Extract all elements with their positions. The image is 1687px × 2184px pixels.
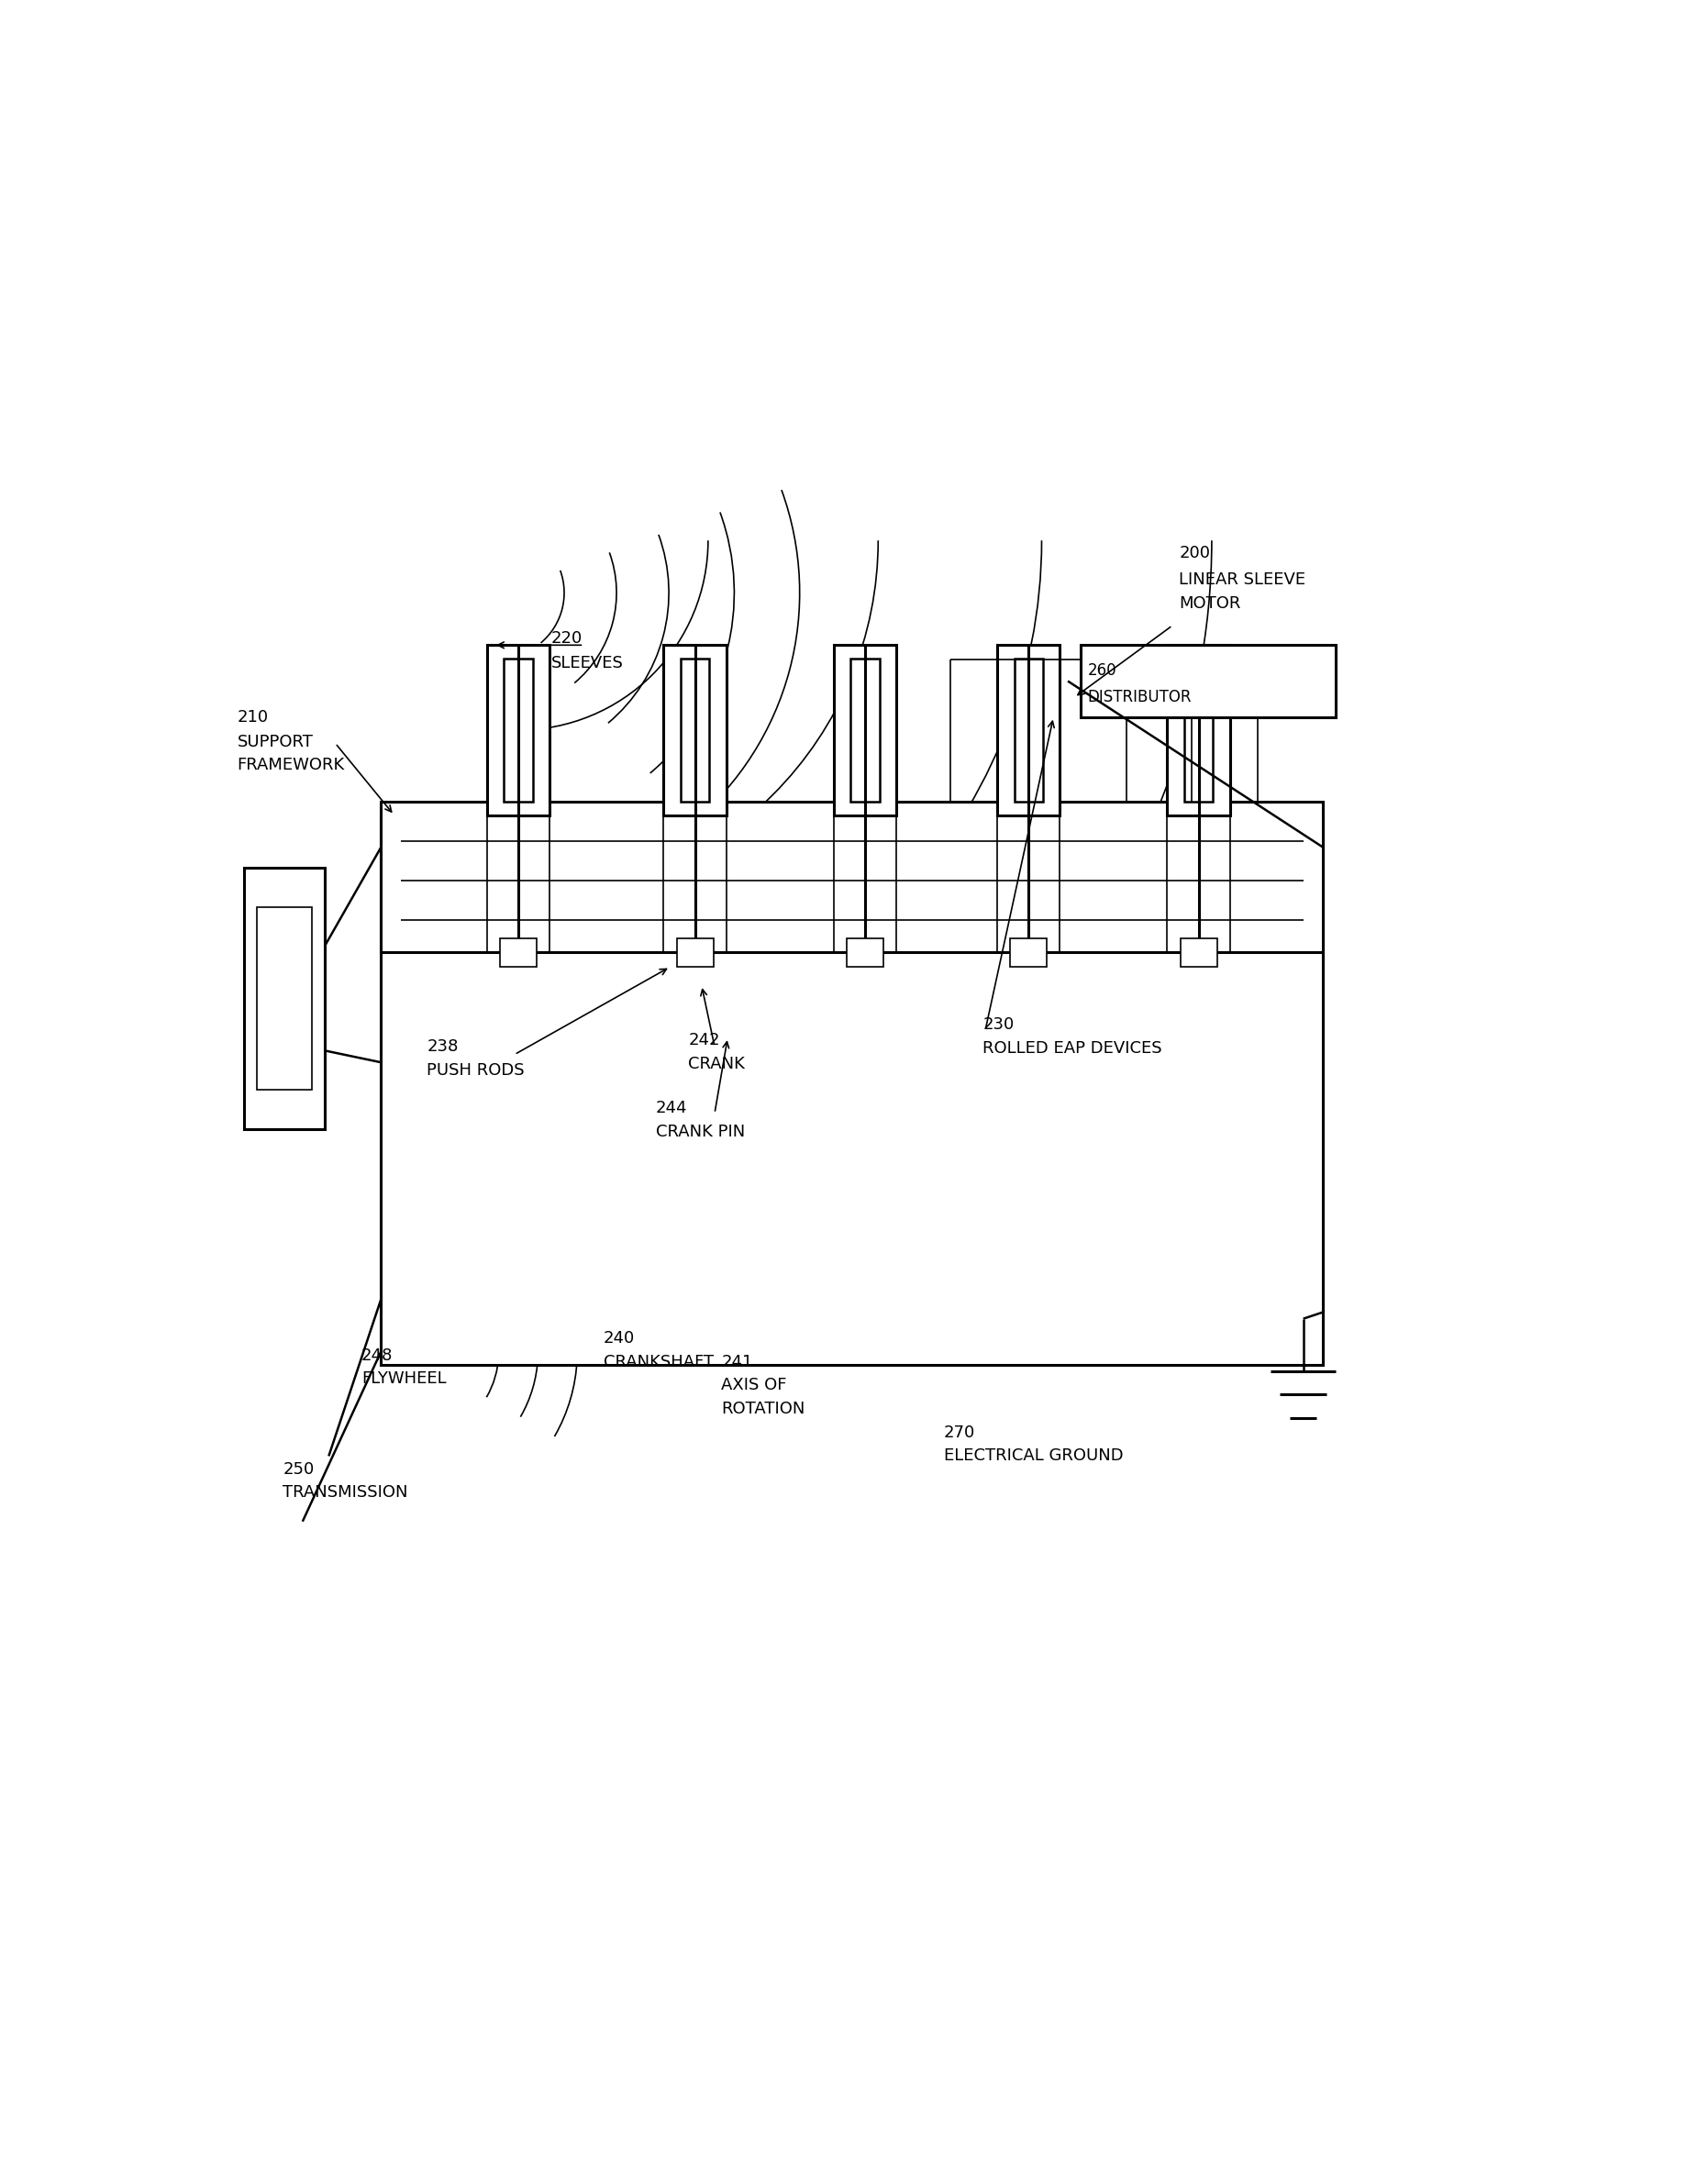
Text: 238: 238 bbox=[427, 1037, 459, 1055]
Bar bbox=[833, 644, 896, 815]
Text: ELECTRICAL GROUND: ELECTRICAL GROUND bbox=[943, 1448, 1122, 1463]
Text: LINEAR SLEEVE: LINEAR SLEEVE bbox=[1178, 572, 1306, 587]
Bar bbox=[499, 939, 536, 968]
Text: CRANKSHAFT: CRANKSHAFT bbox=[604, 1354, 714, 1369]
Text: PUSH RODS: PUSH RODS bbox=[427, 1061, 525, 1079]
Text: 230: 230 bbox=[982, 1016, 1014, 1033]
Text: ROLLED EAP DEVICES: ROLLED EAP DEVICES bbox=[982, 1040, 1162, 1057]
Text: CRANK: CRANK bbox=[688, 1055, 746, 1072]
Bar bbox=[504, 657, 533, 802]
Text: 200: 200 bbox=[1178, 546, 1210, 561]
Bar bbox=[663, 644, 725, 815]
Text: MOTOR: MOTOR bbox=[1178, 594, 1240, 612]
Text: CRANK PIN: CRANK PIN bbox=[655, 1123, 744, 1140]
Text: 240: 240 bbox=[604, 1330, 634, 1348]
Bar bbox=[997, 644, 1059, 815]
Text: 270: 270 bbox=[943, 1424, 975, 1441]
Bar bbox=[680, 657, 709, 802]
Text: SUPPORT: SUPPORT bbox=[236, 734, 314, 749]
Text: 210: 210 bbox=[236, 710, 268, 725]
Bar bbox=[1080, 644, 1336, 716]
Bar bbox=[381, 815, 1323, 1365]
Bar bbox=[847, 939, 882, 968]
Text: 242: 242 bbox=[688, 1031, 720, 1048]
Bar bbox=[1167, 644, 1230, 815]
Bar bbox=[256, 906, 312, 1090]
Text: FLYWHEEL: FLYWHEEL bbox=[361, 1372, 445, 1387]
Text: 250: 250 bbox=[283, 1461, 314, 1476]
Text: 241: 241 bbox=[720, 1354, 752, 1369]
Bar bbox=[243, 867, 324, 1129]
Text: AXIS OF: AXIS OF bbox=[720, 1378, 786, 1393]
Text: 248: 248 bbox=[361, 1348, 393, 1363]
Bar bbox=[850, 657, 879, 802]
Bar bbox=[381, 802, 1323, 952]
Text: 220: 220 bbox=[550, 631, 582, 646]
Bar bbox=[1184, 657, 1213, 802]
Bar bbox=[1014, 657, 1043, 802]
Text: ROTATION: ROTATION bbox=[720, 1400, 805, 1417]
Bar bbox=[1179, 939, 1216, 968]
Text: DISTRIBUTOR: DISTRIBUTOR bbox=[1086, 688, 1191, 705]
Bar bbox=[1011, 939, 1046, 968]
Text: SLEEVES: SLEEVES bbox=[550, 655, 623, 673]
Text: FRAMEWORK: FRAMEWORK bbox=[236, 758, 344, 773]
Bar bbox=[676, 939, 714, 968]
Text: TRANSMISSION: TRANSMISSION bbox=[283, 1485, 408, 1500]
Text: 244: 244 bbox=[655, 1101, 687, 1116]
Text: 260: 260 bbox=[1086, 662, 1115, 679]
Bar bbox=[488, 644, 550, 815]
